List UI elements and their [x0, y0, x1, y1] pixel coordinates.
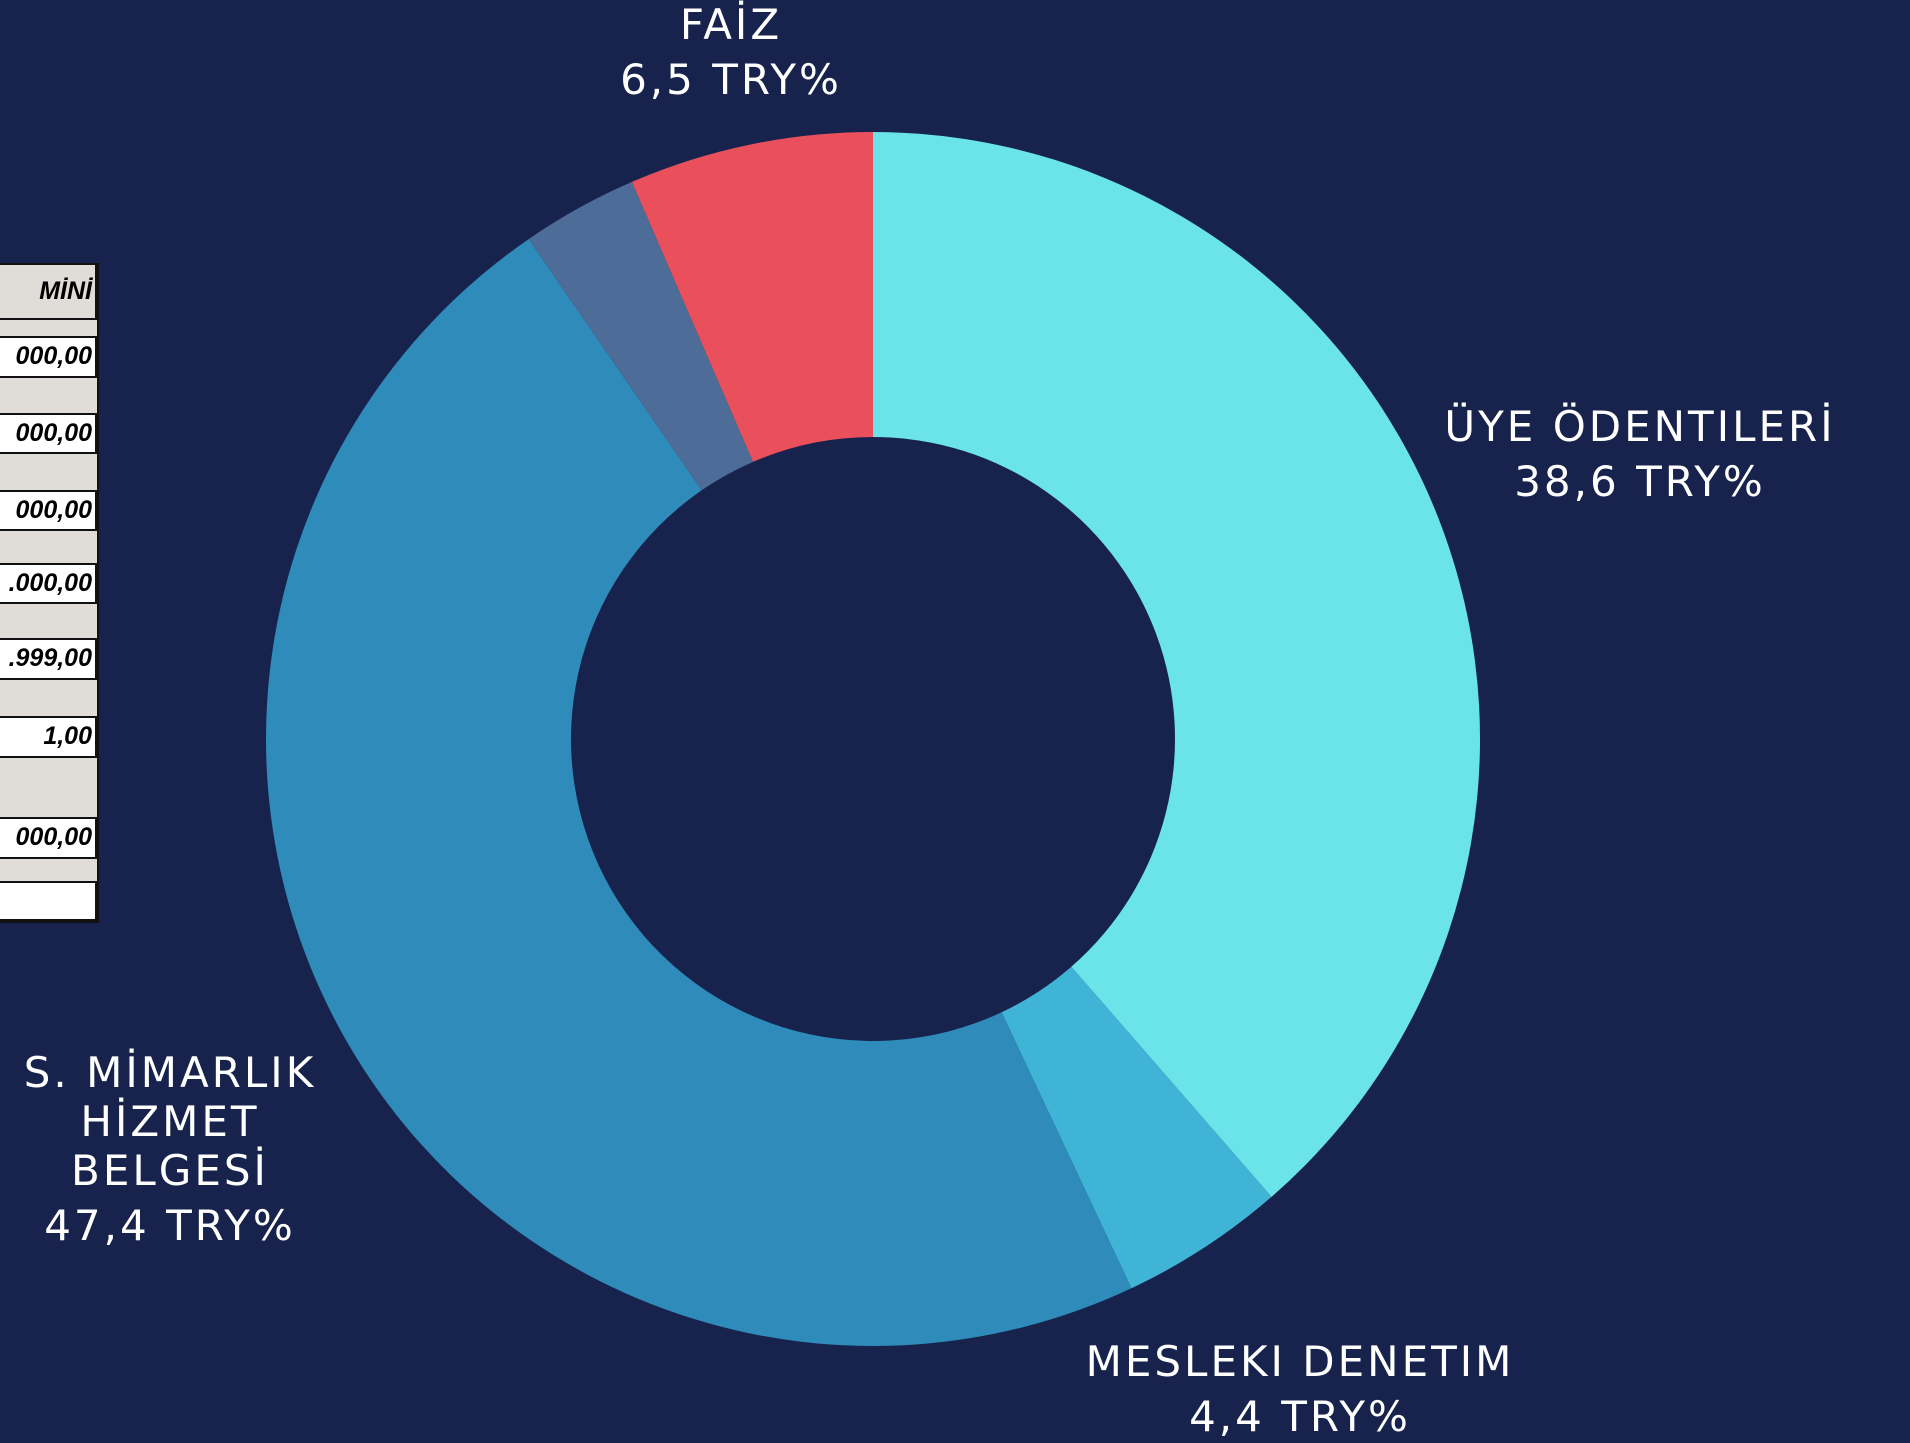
slice-value: 4,4 TRY% [1189, 1392, 1411, 1441]
slice-value: 6,5 TRY% [620, 55, 842, 104]
donut-slice [266, 239, 1132, 1346]
table-cell: 000,00 [0, 489, 97, 532]
donut-slice [873, 132, 1481, 1197]
slice-label: FAİZ 6,5 TRY% [620, 0, 842, 104]
table-cell: 000,00 [0, 817, 97, 859]
table-cell: 1,00 [0, 716, 97, 758]
slice-value: 38,6 TRY% [1514, 457, 1766, 506]
donut-slice [528, 181, 754, 491]
inset-table: MİNİ 000,00 000,00 000,00 .000,00 .999,00 1,0… [0, 263, 99, 923]
slice-label: S. MİMARLIK HİZMET BELGESİ 47,4 TRY% [20, 1048, 320, 1250]
donut-slice [631, 132, 873, 462]
slice-label: ÜYE ÖDENTILERİ 38,6 TRY% [1444, 402, 1835, 506]
table-empty-row [0, 881, 97, 921]
slice-label: MESLEKI DENETIM 4,4 TRY% [1086, 1337, 1515, 1441]
table-cell: 000,00 [0, 412, 97, 455]
table-cell: .000,00 [0, 562, 97, 605]
slice-name: ÜYE ÖDENTILERİ [1444, 402, 1836, 451]
slice-name: MESLEKI DENETIM [1085, 1337, 1515, 1386]
slice-value: 47,4 TRY% [44, 1201, 296, 1250]
slice-name: FAİZ [679, 0, 783, 49]
table-header: MİNİ [0, 263, 97, 320]
table-cell: .999,00 [0, 638, 97, 680]
slice-name: S. MİMARLIK HİZMET BELGESİ [23, 1048, 317, 1195]
donut-slice [1001, 966, 1272, 1289]
table-cell: 000,00 [0, 336, 97, 378]
